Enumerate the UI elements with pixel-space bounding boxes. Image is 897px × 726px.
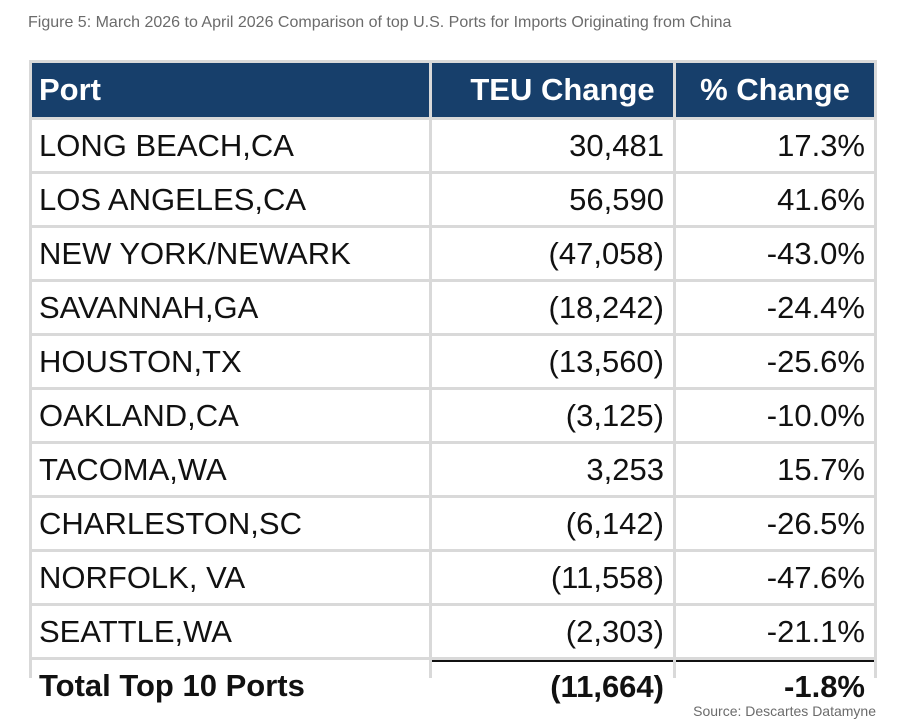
percent-change-cell: -26.5% (676, 498, 874, 549)
percent-change-cell: 41.6% (676, 174, 874, 225)
source-note: Source: Descartes Datamyne (693, 703, 876, 719)
table-row: NORFOLK, VA (11,558) -47.6% (32, 552, 874, 603)
percent-change-cell: -10.0% (676, 390, 874, 441)
teu-change-cell: (18,242) (432, 282, 673, 333)
table-header-row: Port TEU Change % Change (32, 63, 874, 117)
table-row: LONG BEACH,CA 30,481 17.3% (32, 120, 874, 171)
port-name-cell: CHARLESTON,SC (32, 498, 429, 549)
column-header-port: Port (32, 63, 429, 117)
port-name-cell: NORFOLK, VA (32, 552, 429, 603)
table-row: CHARLESTON,SC (6,142) -26.5% (32, 498, 874, 549)
table-total-row: Total Top 10 Ports (11,664) -1.8% (32, 660, 874, 711)
total-label-cell: Total Top 10 Ports (32, 660, 429, 711)
table-row: TACOMA,WA 3,253 15.7% (32, 444, 874, 495)
table-row: SAVANNAH,GA (18,242) -24.4% (32, 282, 874, 333)
percent-change-cell: -43.0% (676, 228, 874, 279)
total-teu-change-cell: (11,664) (432, 660, 673, 711)
table-row: OAKLAND,CA (3,125) -10.0% (32, 390, 874, 441)
teu-change-cell: (2,303) (432, 606, 673, 657)
teu-change-cell: 3,253 (432, 444, 673, 495)
column-header-teu-change: TEU Change (432, 63, 673, 117)
table-row: SEATTLE,WA (2,303) -21.1% (32, 606, 874, 657)
teu-change-cell: 30,481 (432, 120, 673, 171)
teu-change-cell: (6,142) (432, 498, 673, 549)
percent-change-cell: -47.6% (676, 552, 874, 603)
teu-change-cell: (13,560) (432, 336, 673, 387)
port-name-cell: LOS ANGELES,CA (32, 174, 429, 225)
teu-change-cell: 56,590 (432, 174, 673, 225)
port-name-cell: TACOMA,WA (32, 444, 429, 495)
percent-change-cell: -24.4% (676, 282, 874, 333)
percent-change-cell: -21.1% (676, 606, 874, 657)
column-header-percent-change: % Change (676, 63, 874, 117)
port-name-cell: SEATTLE,WA (32, 606, 429, 657)
percent-change-cell: 15.7% (676, 444, 874, 495)
figure-caption: Figure 5: March 2026 to April 2026 Compa… (28, 14, 732, 31)
table-row: HOUSTON,TX (13,560) -25.6% (32, 336, 874, 387)
port-name-cell: OAKLAND,CA (32, 390, 429, 441)
total-percent-change-cell: -1.8% (676, 660, 874, 711)
percent-change-cell: -25.6% (676, 336, 874, 387)
table-row: NEW YORK/NEWARK (47,058) -43.0% (32, 228, 874, 279)
teu-change-cell: (47,058) (432, 228, 673, 279)
port-name-cell: HOUSTON,TX (32, 336, 429, 387)
table-row: LOS ANGELES,CA 56,590 41.6% (32, 174, 874, 225)
ports-table: Port TEU Change % Change LONG BEACH,CA 3… (29, 60, 877, 714)
teu-change-cell: (3,125) (432, 390, 673, 441)
teu-change-cell: (11,558) (432, 552, 673, 603)
port-name-cell: LONG BEACH,CA (32, 120, 429, 171)
port-name-cell: SAVANNAH,GA (32, 282, 429, 333)
port-name-cell: NEW YORK/NEWARK (32, 228, 429, 279)
ports-table-container: Port TEU Change % Change LONG BEACH,CA 3… (29, 60, 877, 711)
percent-change-cell: 17.3% (676, 120, 874, 171)
